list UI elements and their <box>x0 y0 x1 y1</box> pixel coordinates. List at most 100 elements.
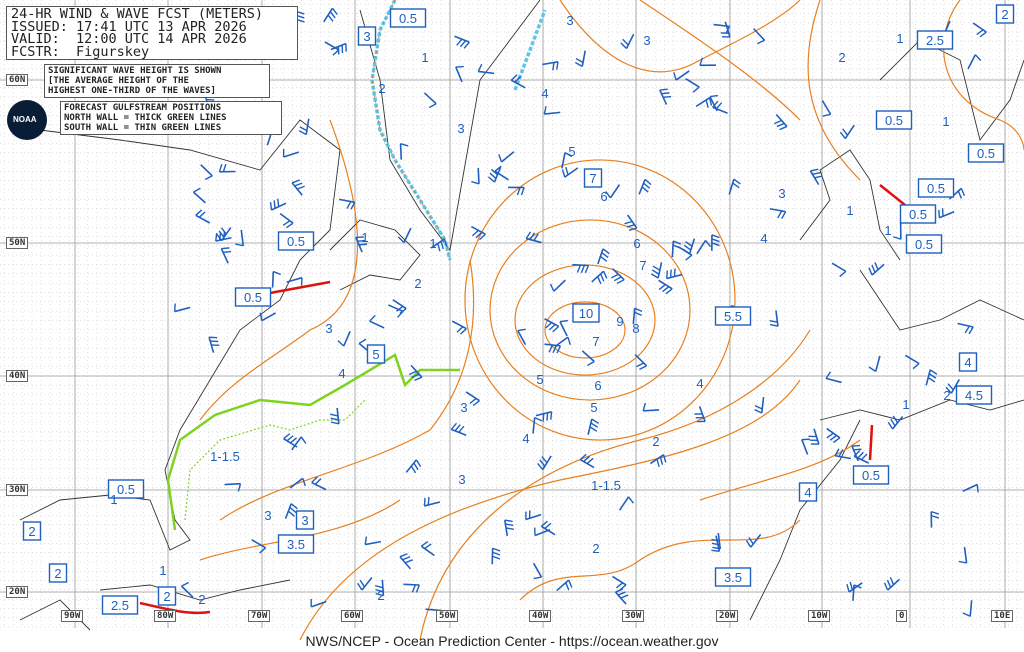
wind-barb-feather <box>643 182 651 189</box>
wind-barb-feather <box>589 426 598 432</box>
wind-barb <box>962 600 973 617</box>
wind-barb <box>471 167 480 185</box>
wind-barb-feather <box>715 102 723 110</box>
wave-height-contour <box>299 379 801 641</box>
wind-barb-feather <box>748 536 754 545</box>
wind-barb-feather <box>617 591 626 596</box>
wave-height-contour <box>639 0 801 121</box>
wind-barb-feather <box>893 236 902 240</box>
wind-barb <box>694 406 706 423</box>
wave-label-box <box>798 482 818 502</box>
wind-barb <box>420 540 435 557</box>
pointer-arrow <box>269 280 331 295</box>
wind-barb <box>408 364 423 382</box>
wind-barb <box>477 63 495 75</box>
wind-barb <box>579 453 595 469</box>
wind-barb-feather <box>516 187 521 196</box>
wind-barb-staff <box>638 179 646 195</box>
wind-barb-feather <box>533 233 539 241</box>
wind-barb <box>397 227 412 244</box>
wind-barb-feather <box>776 122 785 128</box>
wave-height-label: 3 <box>457 121 464 136</box>
wind-barb-staff <box>939 210 955 219</box>
wind-barb-feather <box>469 397 477 404</box>
wind-barb-staff <box>279 212 294 224</box>
wind-barb-feather <box>346 201 352 209</box>
wave-label-box <box>107 479 145 499</box>
wind-barb-feather <box>420 540 429 547</box>
wind-barb <box>517 328 527 346</box>
wind-barb-staff <box>510 79 526 89</box>
wind-barb-feather <box>615 588 624 593</box>
wind-barb-staff <box>261 312 277 322</box>
wind-barb-feather <box>218 230 225 238</box>
wind-barb-staff <box>963 547 968 564</box>
wind-barb-staff <box>967 54 977 70</box>
wind-barb-staff <box>634 354 648 367</box>
wind-barb <box>330 407 340 425</box>
title-line: 24-HR WIND & WAVE FCST (METERS) <box>11 6 263 22</box>
wind-barb <box>374 579 385 597</box>
wind-barb <box>695 97 713 108</box>
wind-barb-feather <box>584 265 590 274</box>
wave-height-label: 3 <box>778 186 785 201</box>
wave-height-contour <box>807 0 861 181</box>
note-line: [THE AVERAGE HEIGHT OF THE <box>48 76 189 86</box>
latitude-label: 20N <box>6 586 29 598</box>
wind-barb-feather <box>235 243 244 247</box>
wave-height-label: 2 <box>377 588 384 603</box>
wave-label-box <box>967 143 1005 163</box>
wind-barb-feather <box>711 238 720 243</box>
boxed-wave-height-label: 0.5 <box>287 234 305 249</box>
wave-label-box <box>277 534 315 554</box>
wind-barb-feather <box>769 323 779 327</box>
wave-label-box <box>916 30 954 50</box>
wind-barb-feather <box>487 176 495 183</box>
wind-barb-feather <box>568 579 573 588</box>
wind-barb <box>634 354 648 371</box>
issued-line: ISSUED: 17:41 UTC 13 APR 2026 <box>11 18 247 35</box>
wave-height-label: 3 <box>325 321 332 336</box>
wind-barb-staff <box>504 519 509 537</box>
wind-barb-staff <box>581 350 595 363</box>
longitude-label: 10E <box>991 610 1014 622</box>
wind-barb-staff <box>581 50 586 67</box>
coastline <box>819 399 1024 421</box>
wind-barb-staff <box>338 198 355 204</box>
gulfstream-south-wall <box>184 399 366 521</box>
boxed-wave-height-label: 2.5 <box>926 33 944 48</box>
wind-barb-staff <box>200 164 213 177</box>
wind-barb-feather <box>597 276 602 285</box>
wind-barb-feather <box>286 435 294 442</box>
wind-barb <box>355 236 368 253</box>
wind-barb-staff <box>851 445 859 462</box>
wind-barb-feather <box>221 247 230 250</box>
wind-barb-feather <box>415 584 421 593</box>
wind-barb <box>610 268 625 285</box>
wind-barb-feather <box>600 255 608 262</box>
wind-barb-staff <box>957 322 974 328</box>
wind-barb <box>224 482 242 492</box>
wind-barb <box>259 312 277 322</box>
wind-barb-feather <box>463 41 470 49</box>
wind-barb-feather <box>525 231 532 239</box>
wave-label-box <box>357 26 377 46</box>
boxed-wave-height-label: 0.5 <box>399 11 417 26</box>
wave-height-label: 3 <box>566 13 573 28</box>
boxed-wave-height-label: 2 <box>1001 7 1008 22</box>
wind-barb-feather <box>622 38 629 46</box>
wave-label-box <box>295 510 315 530</box>
wind-barb <box>532 562 543 580</box>
wave-height-contour <box>464 159 736 441</box>
wind-barb-staff <box>848 582 863 593</box>
wind-barb-staff <box>369 320 385 329</box>
wind-barb-feather <box>683 244 692 251</box>
wind-barb-feather <box>832 437 841 444</box>
wind-barb-staff <box>361 576 373 591</box>
wind-barb <box>930 510 940 528</box>
latitude-label: 50N <box>6 237 29 249</box>
wind-barb-feather <box>454 424 461 432</box>
wind-barb <box>218 163 236 173</box>
wind-barb-feather <box>350 201 356 210</box>
